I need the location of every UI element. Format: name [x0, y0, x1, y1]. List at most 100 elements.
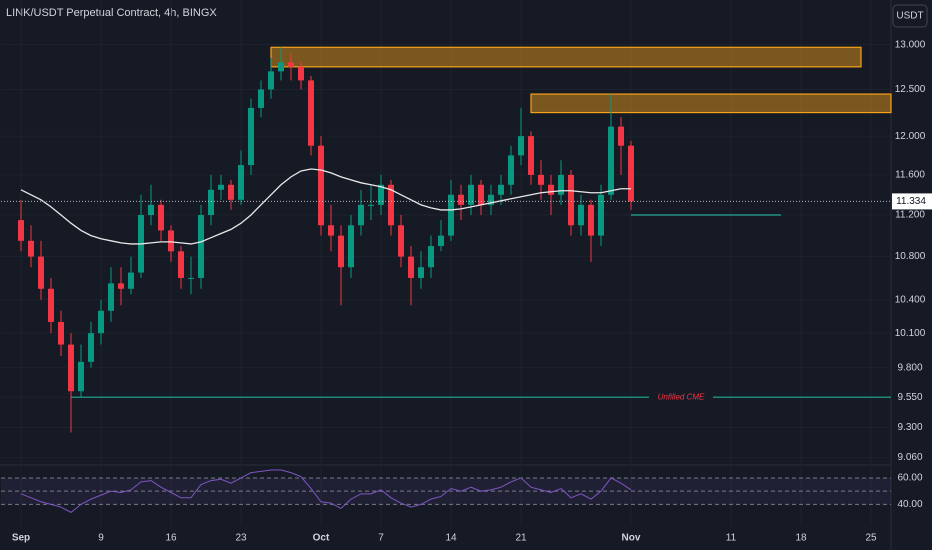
candle-body — [608, 126, 614, 195]
candle-body — [288, 62, 294, 67]
candle-body — [388, 184, 394, 226]
candle-body — [298, 66, 304, 81]
rsi-tick-label: 60.00 — [897, 473, 922, 484]
x-tick-label: 11 — [726, 533, 737, 544]
candle-body — [588, 204, 594, 236]
x-tick-label: Sep — [12, 533, 30, 544]
y-tick-label: 12.000 — [895, 131, 926, 142]
y-tick-label: 10.400 — [895, 294, 926, 305]
candle-body — [328, 225, 334, 236]
candle-body — [518, 136, 524, 156]
candle-body — [398, 225, 404, 257]
candle-body — [318, 145, 324, 226]
x-tick-label: 16 — [165, 533, 177, 544]
x-tick-label: Nov — [622, 533, 641, 544]
candle-body — [528, 136, 534, 175]
candle-body — [478, 184, 484, 205]
candle-body — [368, 204, 374, 206]
candle-body — [548, 184, 554, 195]
candle-body — [18, 220, 24, 241]
candle-body — [198, 215, 204, 278]
candle-body — [88, 333, 94, 362]
moving-average — [20, 168, 631, 245]
candle-body — [308, 80, 314, 146]
annotation-bg — [649, 392, 713, 403]
x-tick-label: 23 — [235, 533, 247, 544]
candle-body — [488, 194, 494, 205]
candle-body — [48, 288, 54, 322]
candle-body — [348, 225, 354, 268]
x-tick-label: 14 — [445, 533, 457, 544]
candle-body — [38, 256, 44, 289]
candle-body — [128, 272, 134, 289]
rsi-line — [20, 469, 632, 513]
rsi-tick-label: 40.00 — [897, 499, 922, 510]
currency-label[interactable]: USDT — [896, 11, 923, 22]
y-tick-label: 10.800 — [895, 251, 926, 262]
y-tick-label: 9.800 — [897, 362, 922, 373]
chart-title: LINK/USDT Perpetual Contract, 4h, BINGX — [6, 7, 217, 19]
candle-body — [538, 174, 544, 185]
candle-body — [218, 184, 224, 190]
candle-body — [628, 145, 634, 202]
y-tick-label: 12.500 — [895, 84, 926, 95]
candle-body — [498, 184, 504, 195]
price-tag — [892, 193, 932, 210]
y-tick-label: 11.200 — [895, 210, 925, 221]
zone — [270, 46, 862, 68]
y-tick-label: 9.550 — [897, 392, 922, 403]
candle-body — [238, 165, 244, 200]
candle-body — [418, 267, 424, 278]
y-tick-label: 10.100 — [895, 328, 926, 339]
candle-body — [98, 310, 104, 334]
candle-body — [28, 240, 34, 257]
candle-body — [408, 256, 414, 278]
price-tag-label: 11.334 — [896, 196, 926, 207]
candle-body — [598, 194, 604, 236]
currency-button[interactable] — [892, 4, 928, 28]
candle-body — [78, 361, 84, 392]
candle-body — [148, 204, 154, 216]
candle-body — [58, 321, 64, 345]
candle-body — [248, 107, 254, 166]
candle-body — [618, 126, 624, 146]
candle-body — [278, 62, 284, 72]
x-tick-label: 18 — [795, 533, 807, 544]
x-tick-label: 21 — [515, 533, 527, 544]
candle-body — [468, 184, 474, 205]
zone — [530, 93, 892, 114]
x-tick-label: 25 — [865, 533, 877, 544]
x-tick-label: Oct — [313, 533, 330, 544]
candle-body — [268, 71, 274, 90]
candle-body — [168, 230, 174, 252]
candle-body — [358, 204, 364, 226]
candle-body — [508, 155, 514, 185]
y-tick-label: 13.000 — [895, 39, 926, 50]
y-tick-label: 9.060 — [897, 452, 922, 463]
candle-body — [118, 283, 124, 289]
candle-body — [188, 277, 194, 279]
candle-body — [178, 251, 184, 278]
candle-body — [158, 204, 164, 231]
candle-body — [108, 283, 114, 311]
candle-body — [448, 194, 454, 236]
candle-body — [378, 184, 384, 205]
candle-body — [228, 184, 234, 200]
candle-body — [458, 194, 464, 205]
candle-body — [68, 344, 74, 392]
candle-body — [438, 235, 444, 247]
annotation: Unfilled CME — [658, 392, 705, 401]
candle-body — [558, 174, 564, 195]
y-tick-label: 9.300 — [897, 422, 922, 433]
candle-body — [578, 204, 584, 226]
candle-body — [338, 235, 344, 268]
y-tick-label: 11.600 — [895, 170, 925, 181]
candle-body — [428, 246, 434, 268]
candle-body — [258, 89, 264, 108]
candle-body — [208, 189, 214, 216]
x-tick-label: 9 — [98, 533, 104, 544]
candle-body — [568, 174, 574, 226]
x-tick-label: 7 — [378, 533, 384, 544]
